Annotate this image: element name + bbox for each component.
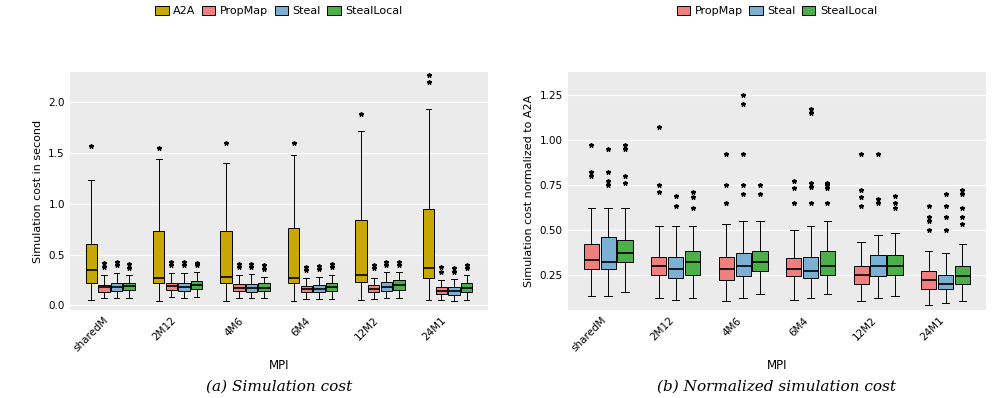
PathPatch shape: [191, 281, 202, 289]
PathPatch shape: [288, 228, 300, 283]
PathPatch shape: [153, 231, 164, 283]
PathPatch shape: [685, 251, 700, 275]
PathPatch shape: [326, 283, 338, 291]
PathPatch shape: [448, 287, 459, 295]
Text: (b) Normalized simulation cost: (b) Normalized simulation cost: [657, 380, 896, 394]
Y-axis label: Simulation cost normalized to A2A: Simulation cost normalized to A2A: [524, 95, 534, 287]
Legend: A2A, PropMap, Steal, StealLocal: A2A, PropMap, Steal, StealLocal: [155, 6, 402, 16]
PathPatch shape: [736, 253, 751, 276]
PathPatch shape: [124, 283, 134, 290]
PathPatch shape: [246, 284, 257, 292]
PathPatch shape: [356, 220, 367, 282]
PathPatch shape: [803, 257, 818, 278]
PathPatch shape: [938, 275, 953, 289]
PathPatch shape: [380, 282, 392, 291]
PathPatch shape: [668, 257, 683, 278]
PathPatch shape: [820, 251, 835, 275]
PathPatch shape: [393, 280, 404, 290]
PathPatch shape: [301, 286, 312, 292]
PathPatch shape: [584, 244, 599, 269]
X-axis label: MPI: MPI: [767, 359, 787, 373]
PathPatch shape: [854, 265, 869, 283]
PathPatch shape: [423, 209, 434, 278]
PathPatch shape: [220, 231, 232, 283]
PathPatch shape: [719, 257, 734, 280]
Legend: PropMap, Steal, StealLocal: PropMap, Steal, StealLocal: [676, 6, 877, 16]
PathPatch shape: [601, 237, 616, 269]
PathPatch shape: [111, 283, 123, 291]
Text: (a) Simulation cost: (a) Simulation cost: [206, 380, 352, 394]
PathPatch shape: [178, 283, 189, 291]
X-axis label: MPI: MPI: [269, 359, 289, 373]
PathPatch shape: [86, 244, 97, 283]
PathPatch shape: [618, 240, 632, 262]
PathPatch shape: [165, 283, 177, 290]
PathPatch shape: [461, 283, 472, 292]
PathPatch shape: [752, 251, 768, 271]
PathPatch shape: [887, 255, 902, 275]
PathPatch shape: [258, 283, 270, 291]
PathPatch shape: [955, 265, 970, 283]
PathPatch shape: [871, 255, 885, 276]
PathPatch shape: [651, 257, 666, 275]
PathPatch shape: [99, 285, 110, 292]
PathPatch shape: [921, 271, 936, 289]
PathPatch shape: [435, 287, 447, 294]
PathPatch shape: [369, 285, 379, 292]
PathPatch shape: [786, 258, 802, 276]
Y-axis label: Simulation cost in second: Simulation cost in second: [33, 119, 43, 263]
PathPatch shape: [314, 285, 325, 292]
PathPatch shape: [233, 284, 244, 291]
